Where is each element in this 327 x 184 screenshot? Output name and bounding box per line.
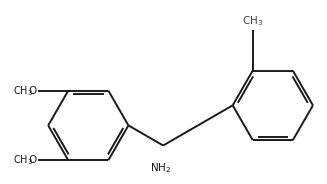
Text: CH$_3$: CH$_3$ — [13, 153, 33, 167]
Text: NH$_2$: NH$_2$ — [150, 162, 171, 175]
Text: O: O — [28, 86, 37, 96]
Text: O: O — [28, 155, 37, 165]
Text: CH$_3$: CH$_3$ — [13, 84, 33, 98]
Text: CH$_3$: CH$_3$ — [242, 15, 263, 28]
